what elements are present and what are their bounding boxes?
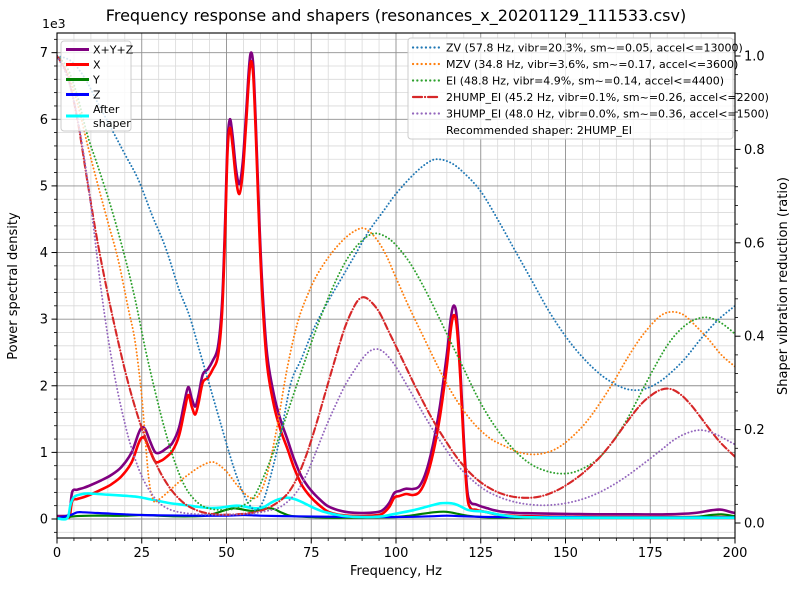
- psd-curves: [57, 51, 735, 521]
- y-left-tick-label: 4: [40, 246, 48, 261]
- legend-left-label: After: [93, 103, 120, 116]
- y-right-tick-label: 0.0: [744, 517, 765, 532]
- x-tick-label: 0: [53, 546, 61, 561]
- legend-left-label: X: [93, 59, 101, 72]
- legend-left-label: Y: [92, 74, 100, 87]
- legend-left-label: X+Y+Z: [93, 44, 134, 57]
- y-right-tick-label: 1.0: [744, 50, 765, 65]
- y-left-tick-label: 1: [40, 446, 48, 461]
- curve-3hump-ei: [57, 55, 735, 516]
- y-axis-label-right: Shaper vibration reduction (ratio): [776, 177, 791, 395]
- curve-zv: [57, 55, 735, 512]
- x-tick-label: 150: [553, 546, 578, 561]
- x-tick-label: 100: [384, 546, 409, 561]
- curve-x-y-z: [57, 51, 735, 518]
- x-axis-label: Frequency, Hz: [350, 564, 442, 579]
- y-left-tick-label: 0: [40, 513, 48, 528]
- y-left-tick-label: 6: [40, 113, 48, 128]
- shaper-curves: [57, 54, 735, 516]
- x-tick-label: 50: [218, 546, 235, 561]
- x-tick-label: 175: [638, 546, 663, 561]
- y-left-tick-label: 7: [40, 46, 48, 61]
- legend-left-label: shaper: [93, 117, 131, 130]
- y-right-tick-label: 0.2: [744, 423, 765, 438]
- legend-right-label: ZV (57.8 Hz, vibr=20.3%, sm~=0.05, accel…: [446, 42, 743, 55]
- y-axis-offset-text: 1e3: [42, 16, 66, 31]
- x-tick-label: 75: [303, 546, 320, 561]
- y-left-tick-label: 2: [40, 379, 48, 394]
- x-tick-label: 200: [723, 546, 748, 561]
- legend-right: ZV (57.8 Hz, vibr=20.3%, sm~=0.05, accel…: [407, 37, 769, 140]
- legend-right-label: EI (48.8 Hz, vibr=4.9%, sm~=0.14, accel<…: [446, 75, 724, 88]
- curve-mzv: [57, 55, 735, 504]
- axis-ticks: 0 25 50 75 100 125 150 175 200 0 1 2 3 4 5 6 7 0.0 0.2 0.4 0…: [40, 38, 765, 561]
- legend-right-label: 3HUMP_EI (48.0 Hz, vibr=0.0%, sm~=0.36, …: [446, 108, 769, 121]
- y-axis-label-left: Power spectral density: [6, 212, 21, 360]
- curve-2hump-ei: [57, 54, 735, 516]
- legend-left-label: Z: [93, 89, 101, 102]
- legend-recommended-note: Recommended shaper: 2HUMP_EI: [446, 124, 632, 137]
- x-tick-label: 25: [133, 546, 150, 561]
- y-right-tick-label: 0.8: [744, 143, 765, 158]
- y-right-tick-label: 0.6: [744, 236, 765, 251]
- curve-after-shaper: [57, 492, 735, 521]
- y-left-tick-label: 5: [40, 179, 48, 194]
- legend-right-label: MZV (34.8 Hz, vibr=3.6%, sm~=0.17, accel…: [446, 58, 738, 71]
- chart-title: Frequency response and shapers (resonanc…: [106, 6, 686, 26]
- legend-right-box: [407, 37, 734, 140]
- y-right-tick-label: 0.4: [744, 330, 765, 345]
- legend-right-label: 2HUMP_EI (45.2 Hz, vibr=0.1%, sm~=0.26, …: [446, 91, 769, 104]
- y-left-tick-label: 3: [40, 313, 48, 328]
- x-tick-label: 125: [468, 546, 493, 561]
